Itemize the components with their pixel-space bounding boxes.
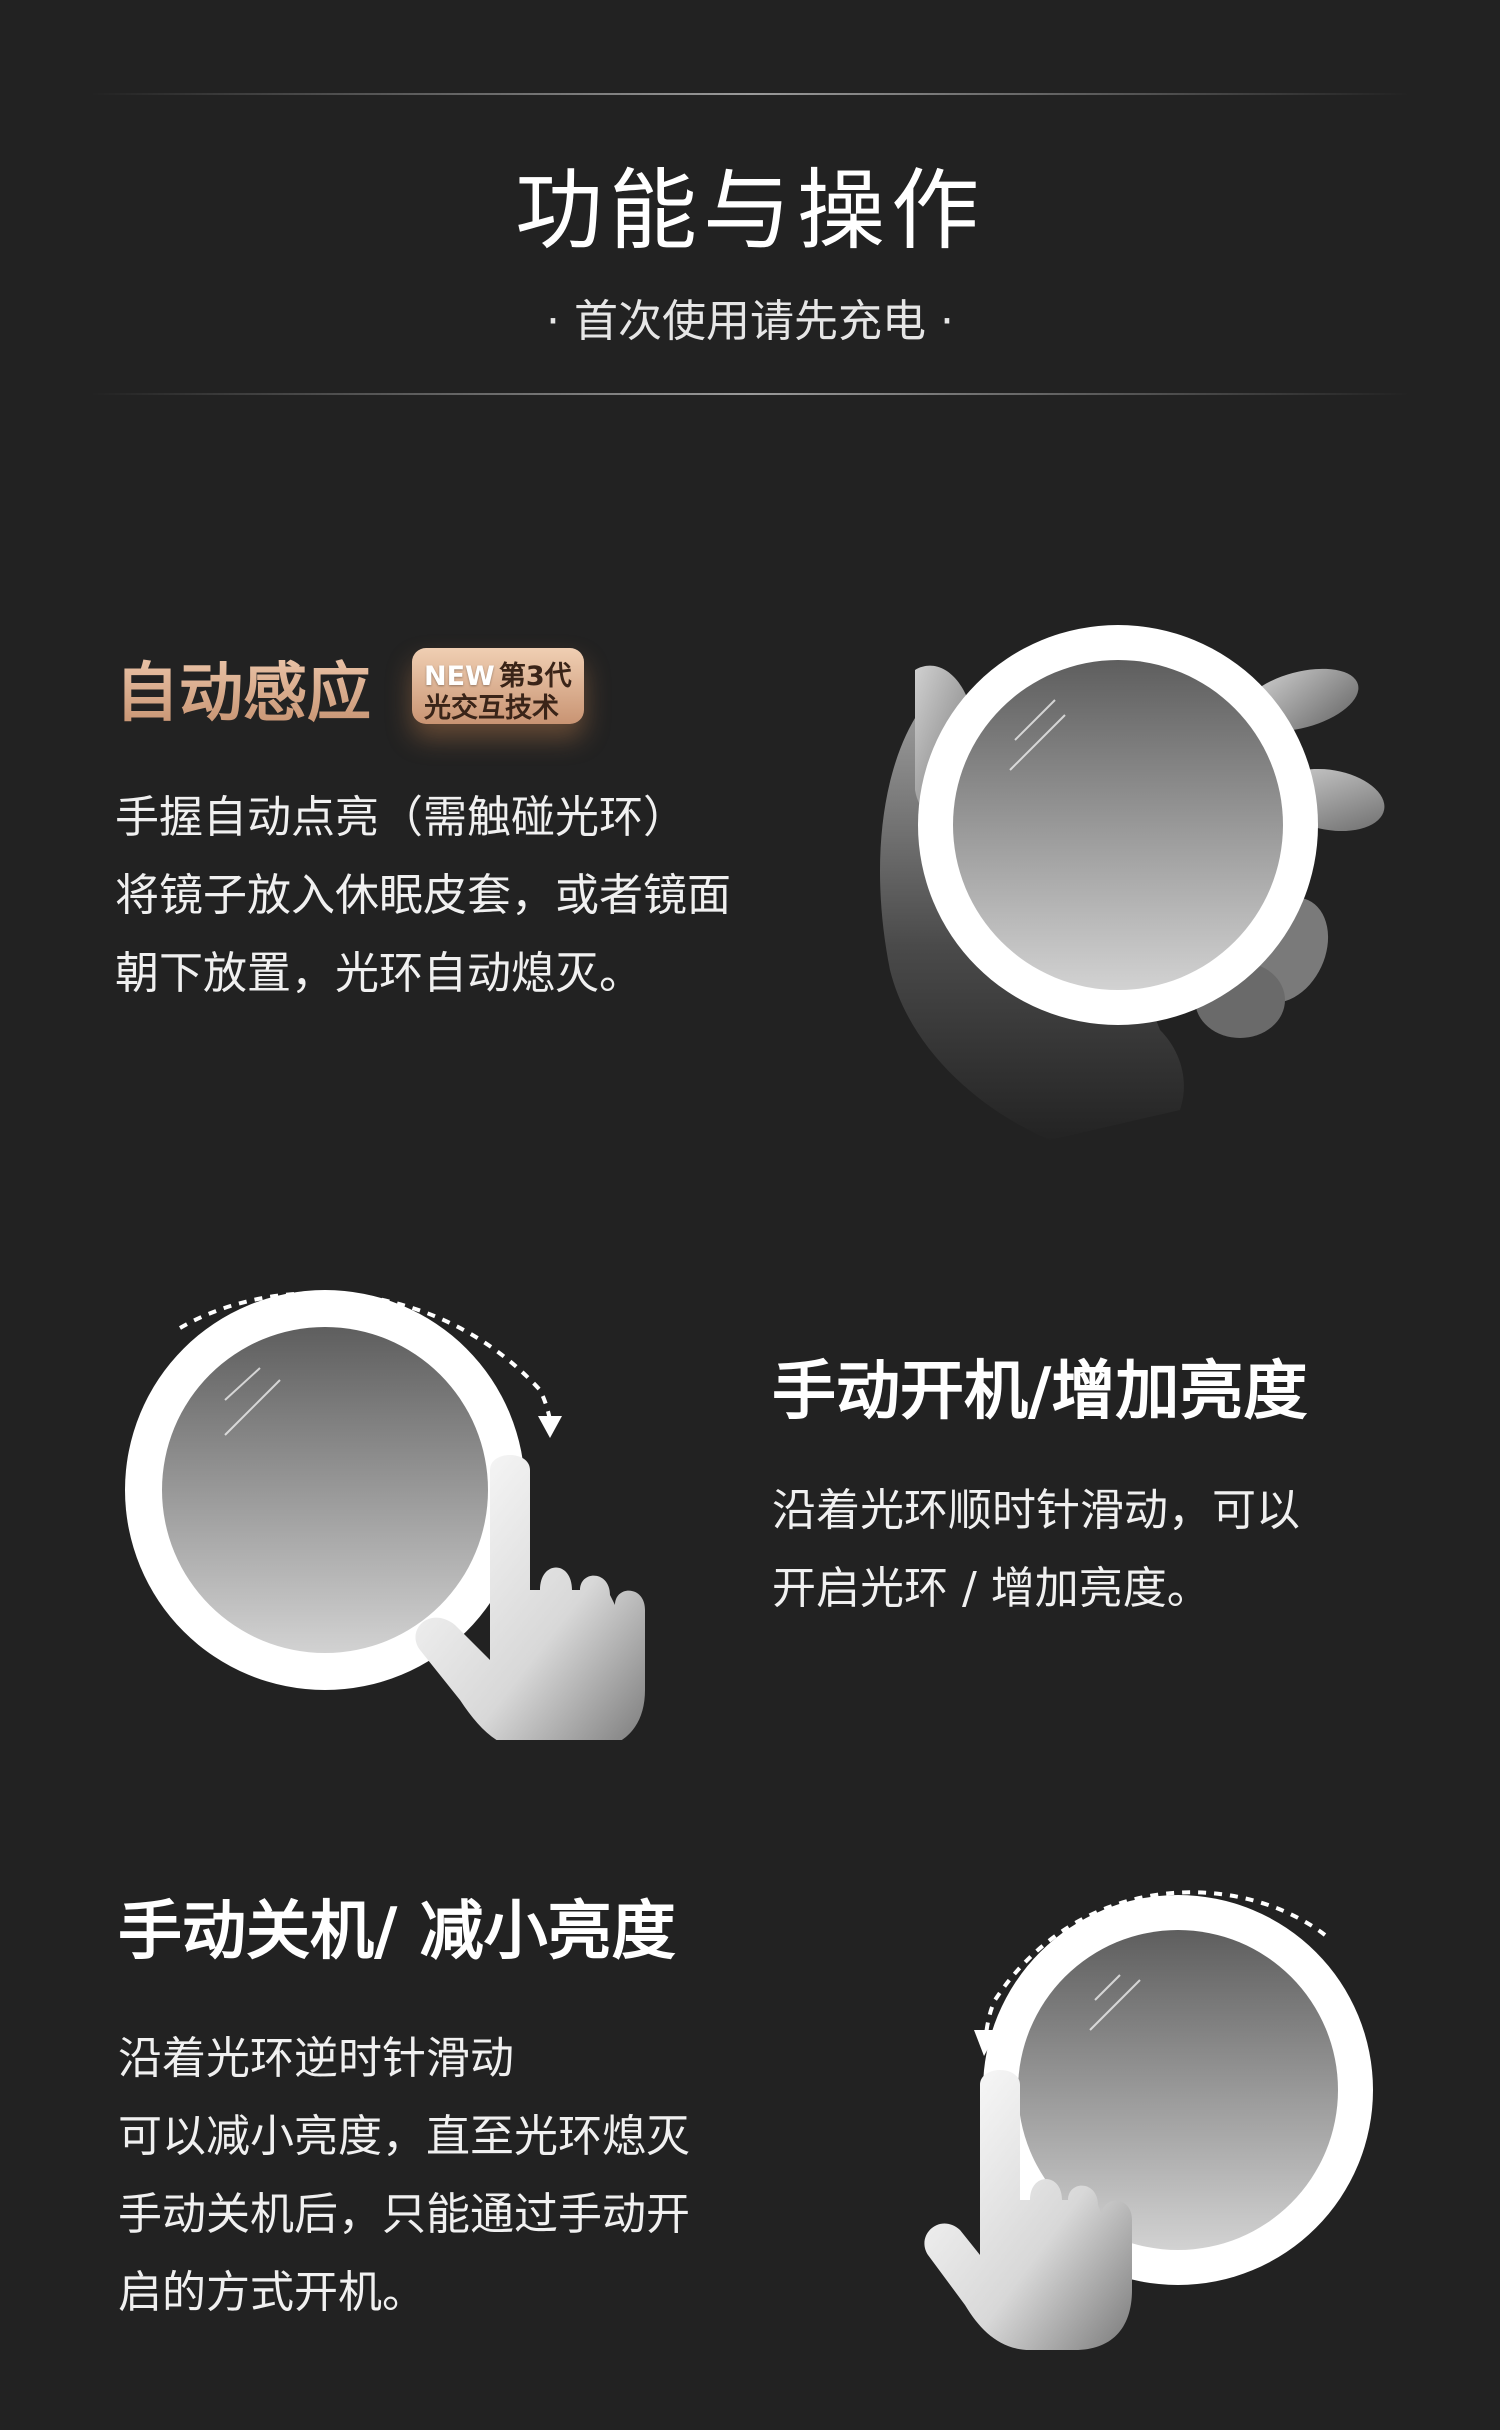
- manual-on-title: 手动开机/增加亮度: [772, 1355, 1308, 1429]
- on-line-2: 开启光环 / 增加亮度。: [772, 1563, 1211, 1614]
- manual-off-description: 沿着光环逆时针滑动 可以减小亮度，直至光环熄灭 手动关机后，只能通过手动开 启的…: [118, 2020, 690, 2332]
- badge-tech-label: 光交互技术: [424, 693, 559, 724]
- on-line-1: 沿着光环顺时针滑动，可以: [772, 1485, 1300, 1536]
- badge-new-label: NEW: [424, 661, 495, 692]
- auto-line-2: 将镜子放入休眠皮套，或者镜面: [115, 870, 731, 921]
- new-tech-badge: NEW 第3代 光交互技术: [412, 648, 584, 724]
- off-line-2: 可以减小亮度，直至光环熄灭: [118, 2111, 690, 2162]
- manual-on-description: 沿着光环顺时针滑动，可以 开启光环 / 增加亮度。: [772, 1472, 1300, 1628]
- hand-holding-mirror-icon: [880, 625, 1385, 1140]
- off-line-1: 沿着光环逆时针滑动: [118, 2033, 514, 2084]
- auto-line-1: 手握自动点亮（需触碰光环）: [115, 792, 687, 843]
- page-title: 功能与操作: [514, 159, 985, 262]
- badge-gen-label: 第3代: [498, 661, 572, 692]
- header-bottom-divider: [90, 393, 1410, 395]
- manual-off-title: 手动关机/ 减小亮度: [118, 1895, 676, 1969]
- top-divider: [90, 93, 1410, 95]
- off-line-3: 手动关机后，只能通过手动开: [118, 2189, 690, 2240]
- page-subtitle: · 首次使用请先充电 ·: [546, 296, 954, 347]
- auto-sensing-title: 自动感应: [115, 642, 371, 734]
- auto-line-3: 朝下放置，光环自动熄灭。: [115, 948, 643, 999]
- counterclockwise-swipe-icon: [924, 1890, 1373, 2350]
- off-line-4: 启的方式开机。: [118, 2267, 426, 2318]
- clockwise-swipe-icon: [125, 1290, 645, 1740]
- auto-sensing-description: 手握自动点亮（需触碰光环） 将镜子放入休眠皮套，或者镜面 朝下放置，光环自动熄灭…: [115, 779, 731, 1013]
